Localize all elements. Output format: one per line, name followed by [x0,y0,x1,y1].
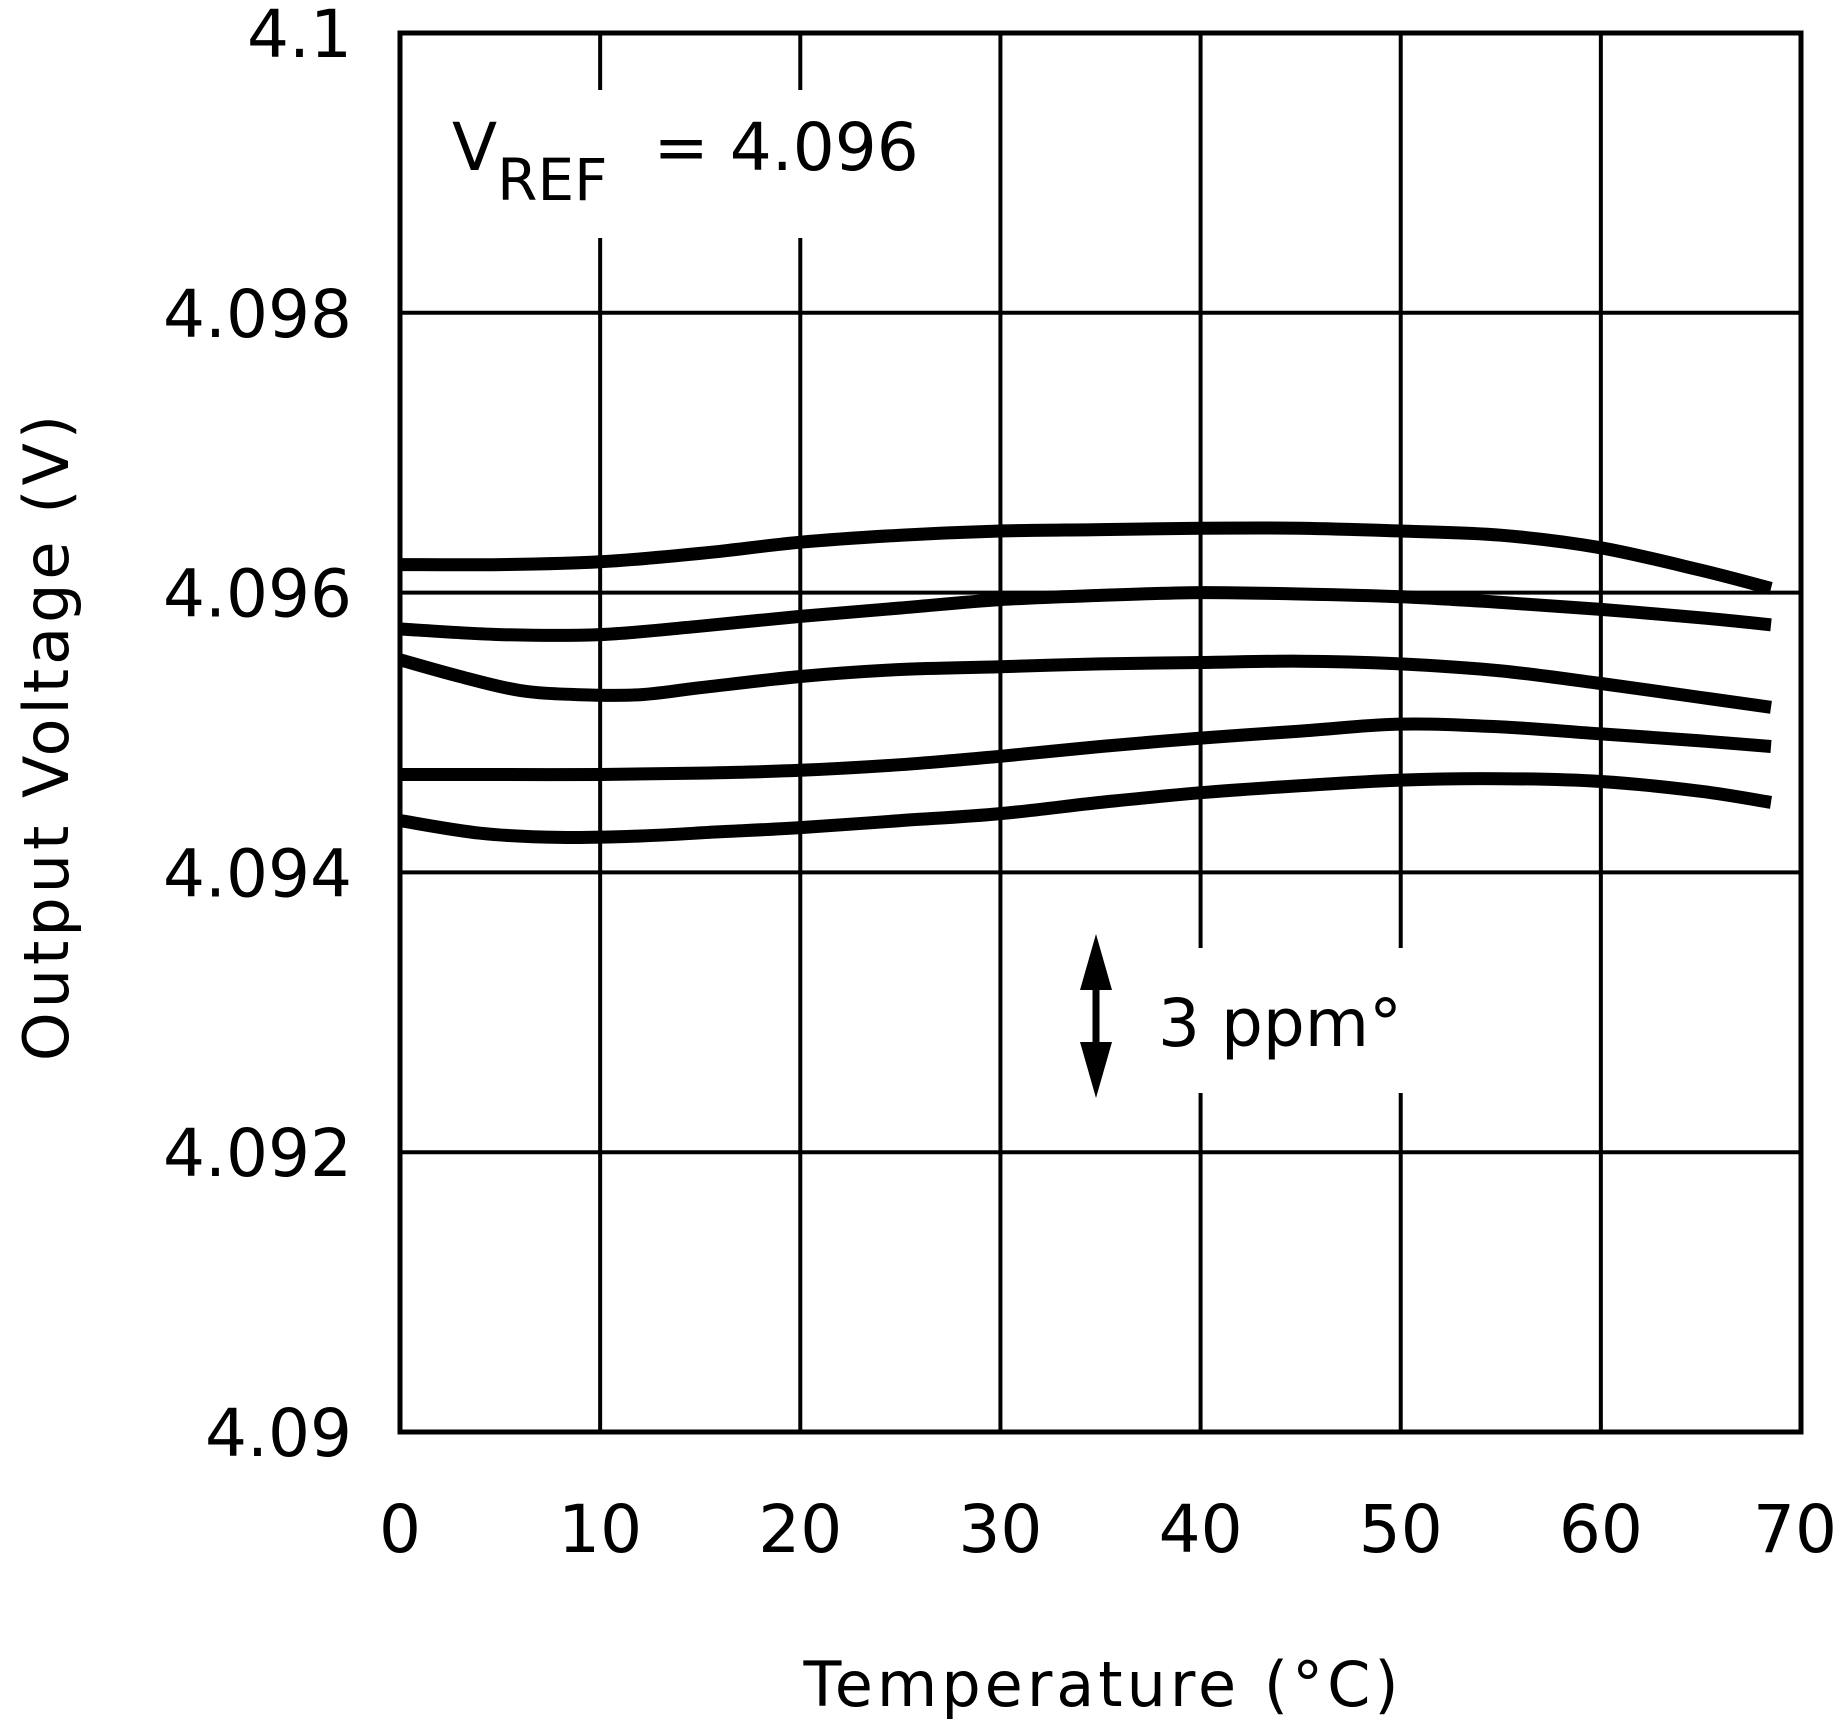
x-tick-label: 60 [1559,1491,1643,1568]
x-tick-labels: 0 10 20 30 40 50 60 70 [379,1491,1837,1568]
y-tick-label: 4.092 [163,1115,352,1192]
series-line-unit-4 [400,717,1772,782]
x-tick-label: 10 [558,1491,642,1568]
series-line-unit-3 [398,653,1772,714]
y-tick-label: 4.1 [247,0,352,73]
x-tick-label: 20 [758,1491,842,1568]
x-tick-label: 30 [958,1491,1042,1568]
vref-label-background [424,90,989,238]
series-line-unit-5 [398,772,1773,845]
series-line-unit-2 [399,586,1772,642]
y-tick-label: 4.096 [163,556,352,633]
vref-annotation: VREF = 4.096 [452,109,919,214]
y-tick-label: 4.094 [163,835,352,912]
scale-label: 3 ppm° [1158,985,1402,1062]
x-tick-label: 50 [1359,1491,1443,1568]
y-tick-label: 4.098 [163,276,352,353]
y-tick-labels: 4.09 4.092 4.094 4.096 4.098 4.1 [163,0,352,1472]
series-line-unit-1 [399,521,1773,595]
x-tick-label: 70 [1753,1491,1837,1568]
x-tick-label: 40 [1159,1491,1243,1568]
y-tick-label: 4.09 [205,1395,352,1472]
x-axis-title: Temperature (°C) [802,1648,1402,1721]
series-lines [398,521,1773,845]
x-tick-label: 0 [379,1491,421,1568]
scale-arrow-icon [1080,934,1112,1098]
plot-frame [397,30,1804,1435]
y-axis-title: Output Voltage (V) [10,411,83,1061]
vref-symbol: V [452,109,497,186]
scale-label-background [1140,948,1422,1093]
vref-value: = 4.096 [653,109,918,186]
vref-subscript: REF [497,146,607,214]
